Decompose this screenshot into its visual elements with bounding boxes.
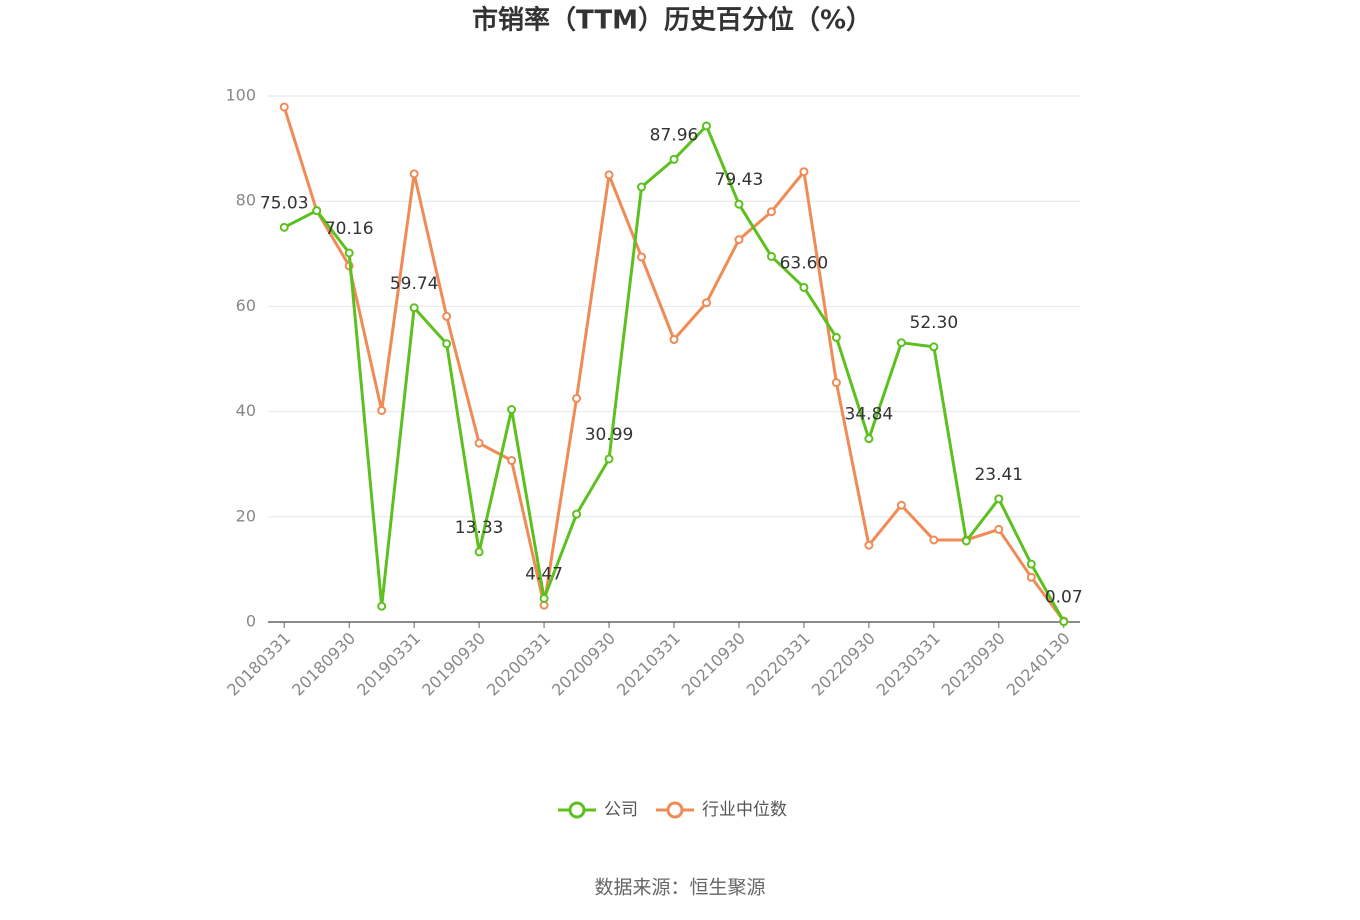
- data-point: [279, 222, 289, 232]
- data-point: [799, 167, 809, 177]
- data-point: [507, 404, 517, 414]
- data-point: [409, 303, 419, 313]
- data-label: 59.74: [390, 274, 439, 294]
- x-tick-label: 20220930: [808, 629, 879, 700]
- data-point: [766, 207, 776, 217]
- data-point: [409, 169, 419, 179]
- x-tick-label: 20230930: [938, 629, 1009, 700]
- data-label: 4.47: [525, 564, 563, 584]
- x-tick-label: 20190930: [418, 629, 489, 700]
- data-point: [572, 393, 582, 403]
- data-point: [669, 335, 679, 345]
- data-point: [442, 311, 452, 321]
- series-line: [283, 124, 1066, 623]
- y-tick-label: 100: [225, 86, 256, 105]
- data-point: [637, 182, 647, 192]
- data-label: 34.84: [845, 405, 894, 425]
- x-tick-label: 20210930: [678, 629, 749, 700]
- data-point: [474, 547, 484, 557]
- data-point: [377, 601, 387, 611]
- data-point: [604, 170, 614, 180]
- data-point: [539, 593, 549, 603]
- x-tick-label: 20180930: [288, 629, 359, 700]
- y-tick-label: 0: [246, 612, 256, 631]
- data-point: [734, 199, 744, 209]
- data-point: [1059, 617, 1069, 627]
- data-point: [896, 500, 906, 510]
- legend-item[interactable]: 行业中位数: [656, 800, 787, 820]
- data-point: [1026, 572, 1036, 582]
- data-point: [929, 535, 939, 545]
- data-label: 63.60: [780, 253, 829, 273]
- data-point: [312, 206, 322, 216]
- x-tick-label: 20200331: [483, 629, 554, 700]
- data-point: [474, 438, 484, 448]
- data-point: [279, 102, 289, 112]
- data-label: 75.03: [260, 193, 309, 213]
- y-tick-label: 60: [236, 296, 256, 315]
- y-tick-label: 80: [236, 191, 256, 210]
- source: 数据来源：恒生聚源: [594, 877, 765, 899]
- data-point: [377, 406, 387, 416]
- data-point: [507, 456, 517, 466]
- data-point: [442, 339, 452, 349]
- x-tick-label: 20210331: [613, 629, 684, 700]
- data-point: [344, 248, 354, 258]
- data-point: [864, 540, 874, 550]
- data-point: [669, 154, 679, 164]
- data-label: 30.99: [585, 425, 634, 445]
- y-tick-label: 20: [236, 506, 256, 525]
- data-label: 13.33: [455, 518, 504, 538]
- x-tick-label: 20230331: [873, 629, 944, 700]
- data-point: [701, 121, 711, 131]
- data-point: [799, 282, 809, 292]
- legend-marker: [666, 801, 684, 819]
- data-point: [864, 434, 874, 444]
- data-point: [831, 378, 841, 388]
- data-label: 0.07: [1045, 588, 1083, 608]
- data-label: 70.16: [325, 219, 374, 239]
- legend-item[interactable]: 公司: [558, 800, 638, 820]
- legend-label: 公司: [604, 800, 638, 820]
- data-point: [766, 251, 776, 261]
- legend-label: 行业中位数: [702, 800, 787, 820]
- data-point: [994, 524, 1004, 534]
- x-tick-label: 20240130: [1003, 629, 1074, 700]
- x-tick-label: 20190331: [353, 629, 424, 700]
- data-point: [572, 509, 582, 519]
- data-point: [604, 454, 614, 464]
- data-point: [701, 298, 711, 308]
- data-label: 79.43: [715, 170, 764, 190]
- data-label: 52.30: [910, 313, 959, 333]
- x-tick-label: 20200930: [548, 629, 619, 700]
- y-tick-label: 40: [236, 401, 256, 420]
- series-line: [282, 106, 1065, 622]
- x-tick-label: 20180331: [223, 629, 294, 700]
- data-point: [1026, 559, 1036, 569]
- data-point: [929, 342, 939, 352]
- legend-marker: [568, 801, 586, 819]
- chart-title: 市销率（TTM）历史百分位（%）: [472, 5, 872, 36]
- x-tick-label: 20220331: [743, 629, 814, 700]
- data-label: 87.96: [650, 125, 699, 145]
- data-label: 23.41: [974, 465, 1023, 485]
- data-point: [896, 338, 906, 348]
- data-point: [734, 235, 744, 245]
- data-point: [961, 536, 971, 546]
- data-point: [831, 332, 841, 342]
- data-point: [994, 494, 1004, 504]
- data-point: [637, 252, 647, 262]
